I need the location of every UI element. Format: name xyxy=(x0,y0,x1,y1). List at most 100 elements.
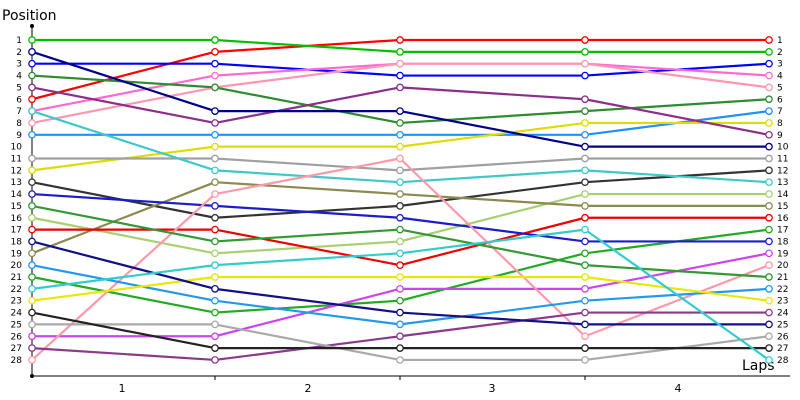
series-point xyxy=(211,308,219,317)
series-point xyxy=(581,237,589,246)
series-point xyxy=(28,261,36,269)
series-point xyxy=(581,261,589,269)
series-point xyxy=(765,273,773,281)
series-point xyxy=(396,273,404,281)
x-tick-label: 4 xyxy=(675,382,682,395)
series-point xyxy=(581,273,589,281)
series-point xyxy=(211,107,219,115)
right-position-label: 8 xyxy=(777,119,783,129)
series-point xyxy=(211,249,219,258)
y-tick-label: 3 xyxy=(16,60,22,70)
right-position-label: 11 xyxy=(777,155,788,165)
y-tick-label: 8 xyxy=(16,119,22,129)
series-point xyxy=(28,166,36,175)
series-point xyxy=(211,83,219,92)
y-tick-label: 1 xyxy=(16,36,22,46)
series-point xyxy=(581,142,589,151)
series-point xyxy=(211,296,219,305)
series-point xyxy=(581,356,589,364)
series-point xyxy=(581,95,589,104)
series-point xyxy=(211,284,219,293)
series-point xyxy=(396,190,404,198)
right-position-label: 5 xyxy=(777,83,783,93)
series-line xyxy=(31,228,770,361)
series-point xyxy=(581,320,589,329)
series-point xyxy=(211,237,219,246)
series-point xyxy=(581,190,589,198)
series-point xyxy=(581,59,589,68)
right-position-label: 4 xyxy=(777,72,783,82)
right-position-label: 15 xyxy=(777,202,788,212)
y-tick-label: 17 xyxy=(11,226,22,236)
series-point xyxy=(581,36,589,44)
series-point xyxy=(211,332,219,341)
right-position-label: 1 xyxy=(777,36,783,46)
right-position-label: 25 xyxy=(777,320,788,330)
right-position-label: 20 xyxy=(777,261,789,271)
series-point xyxy=(765,237,773,246)
series-point xyxy=(765,344,773,352)
series-point xyxy=(765,190,773,198)
series-point xyxy=(581,202,589,210)
series-point xyxy=(581,308,589,317)
series-point xyxy=(765,320,773,329)
series-point xyxy=(396,83,404,92)
series-point xyxy=(765,154,773,163)
series-point xyxy=(28,59,36,68)
series-point xyxy=(396,261,404,269)
series-point xyxy=(28,202,36,210)
series-point xyxy=(765,166,773,175)
series-point xyxy=(581,166,589,175)
right-position-labels: 1234567891011121314151617181920212223242… xyxy=(777,36,789,366)
y-tick-label: 12 xyxy=(11,166,22,176)
y-tick-label: 26 xyxy=(11,332,23,342)
y-tick-label: 5 xyxy=(16,83,22,93)
series-point xyxy=(28,332,36,341)
series-point xyxy=(28,178,36,187)
series-point xyxy=(581,284,589,293)
series-point xyxy=(765,356,773,364)
series-point xyxy=(581,130,589,139)
series-point xyxy=(765,36,773,44)
series-point xyxy=(396,344,404,352)
y-axis-title: Position xyxy=(2,8,57,24)
series-point xyxy=(396,213,404,222)
series-point xyxy=(581,344,589,352)
series-point xyxy=(28,107,36,115)
y-tick-label: 6 xyxy=(16,95,22,105)
series-point xyxy=(211,178,219,187)
series-point xyxy=(765,178,773,187)
y-axis-origin-marker xyxy=(30,24,34,28)
series-point xyxy=(396,119,404,127)
x-tick-label: 3 xyxy=(489,382,496,395)
series-point xyxy=(765,107,773,115)
y-tick-label: 27 xyxy=(11,344,22,354)
series-line xyxy=(31,311,769,350)
series-point xyxy=(396,332,404,341)
series-point xyxy=(211,320,219,329)
series-point xyxy=(211,261,219,269)
right-position-label: 2 xyxy=(777,48,783,58)
right-position-label: 27 xyxy=(777,344,788,354)
series-point xyxy=(765,202,773,210)
series-point xyxy=(28,249,36,258)
right-position-label: 28 xyxy=(777,356,789,366)
y-tick-label: 11 xyxy=(11,155,22,165)
series-point xyxy=(396,130,404,139)
series-point xyxy=(765,261,773,269)
series-point xyxy=(581,71,589,80)
series-point xyxy=(396,178,404,187)
series-point xyxy=(28,95,36,104)
y-tick-label: 22 xyxy=(11,285,22,295)
y-tick-label: 14 xyxy=(11,190,23,200)
series-point xyxy=(28,237,36,246)
series-point xyxy=(581,119,589,127)
series-point xyxy=(765,225,773,234)
series-point xyxy=(211,142,219,151)
series-point xyxy=(396,249,404,258)
series-point xyxy=(396,202,404,210)
y-tick-label: 9 xyxy=(16,131,22,141)
series-point xyxy=(396,154,404,163)
series-point xyxy=(211,119,219,127)
